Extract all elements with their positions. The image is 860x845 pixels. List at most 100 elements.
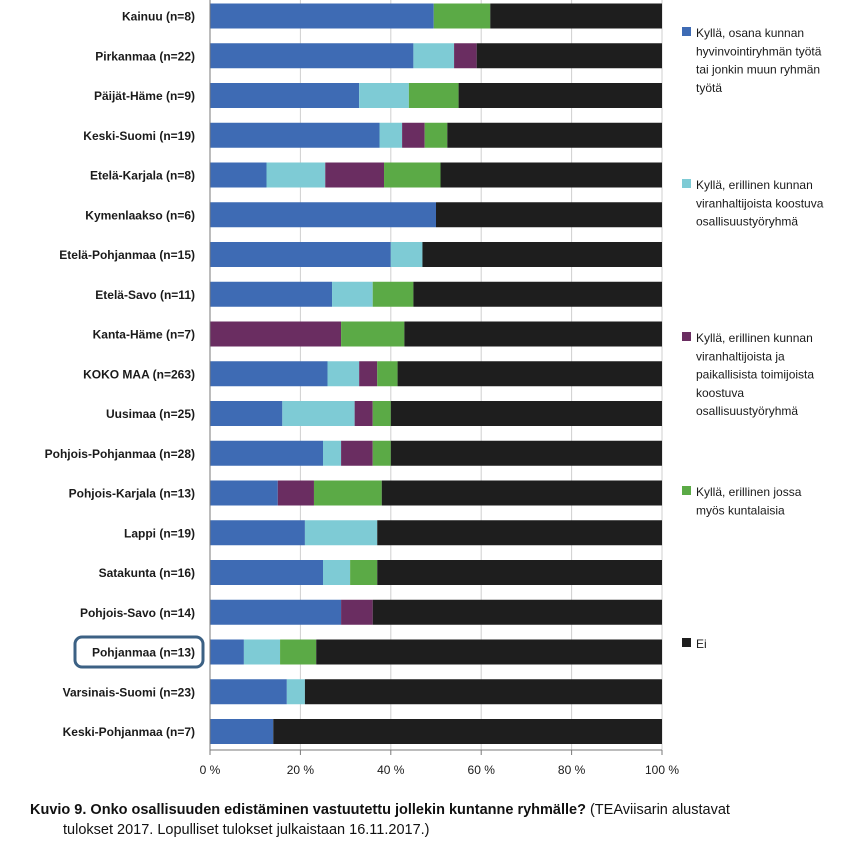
bar-segment <box>332 281 373 307</box>
bar-segment <box>210 401 283 426</box>
category-label: Etelä-Pohjanmaa (n=15) <box>59 248 195 262</box>
legend-label: paikallisista toimijoista <box>696 368 814 382</box>
bar-segment <box>210 361 328 387</box>
category-label: Kymenlaakso (n=6) <box>85 208 195 222</box>
bar-segment <box>304 679 662 705</box>
legend-label: Kyllä, erillinen kunnan <box>696 178 813 192</box>
bar-segment <box>413 43 455 69</box>
bar-segment <box>377 560 662 585</box>
category-label: Varsinais-Suomi (n=23) <box>63 685 195 699</box>
bar-segment <box>280 639 317 665</box>
legend-label: viranhaltijoista ja <box>696 349 785 363</box>
bar-segment <box>286 679 305 705</box>
x-tick-label: 0 % <box>200 763 221 777</box>
bar-segment <box>266 162 326 188</box>
category-label: Uusimaa (n=25) <box>106 407 195 421</box>
bar-segment <box>210 480 278 506</box>
legend-swatch <box>682 332 691 341</box>
category-label: Pohjois-Karjala (n=13) <box>69 487 195 501</box>
legend-label: tai jonkin muun ryhmän <box>696 63 820 77</box>
bar-segment <box>377 361 398 387</box>
stacked-bar-chart: Kainuu (n=8) Pirkanmaa (n=22) Päijät-Häme … <box>45 0 824 777</box>
category-label: Päijät-Häme (n=9) <box>94 89 195 103</box>
caption-source: (TEAviisarin alustavat <box>585 802 730 818</box>
bar-segment <box>372 440 391 466</box>
bar-segment <box>372 401 391 426</box>
bar-segment <box>323 560 351 585</box>
category-label: Kanta-Häme (n=7) <box>93 328 195 342</box>
x-tick-label: 80 % <box>558 763 586 777</box>
category-label: Keski-Suomi (n=19) <box>83 129 195 143</box>
bar-segment <box>341 321 405 347</box>
bar-segment <box>210 43 414 69</box>
category-label: Lappi (n=19) <box>124 526 195 540</box>
bar-segment <box>210 202 436 228</box>
category-label: Pohjois-Savo (n=14) <box>80 606 195 620</box>
legend-label: myös kuntalaisia <box>696 503 785 517</box>
bar-segment <box>424 122 448 148</box>
x-tick-label: 40 % <box>377 763 405 777</box>
bar-segment <box>316 639 662 665</box>
bar-segment <box>341 599 373 625</box>
bar-segment <box>454 43 477 69</box>
bar-segment <box>440 162 662 188</box>
legend-label: hyvinvointiryhmän työtä <box>696 44 822 58</box>
bar-segment <box>282 401 355 426</box>
bar-segment <box>372 599 662 625</box>
bar-segment <box>341 440 373 466</box>
bar-segment <box>210 3 434 29</box>
bar-segment <box>210 281 333 307</box>
legend-label: työtä <box>696 81 722 95</box>
bar-segment <box>210 162 267 188</box>
legend-label: Kyllä, erillinen jossa <box>696 485 802 499</box>
bar-segment <box>377 520 662 546</box>
bar-segment <box>210 599 342 625</box>
bar-segment <box>408 83 459 108</box>
bar-segment <box>243 639 281 665</box>
bar-segment <box>323 440 342 466</box>
bar-segment <box>210 520 305 546</box>
bar-segment <box>210 679 287 705</box>
bar-segment <box>210 440 323 466</box>
bar-segment <box>277 480 314 506</box>
legend-label: osallisuustyöryhmä <box>696 404 798 418</box>
bar-segment <box>447 122 662 148</box>
category-label: Etelä-Savo (n=11) <box>95 288 195 302</box>
bar-segment <box>273 719 662 744</box>
legend-swatch <box>682 486 691 495</box>
bar-segment <box>458 83 662 108</box>
bar-segment <box>422 242 662 267</box>
bar-segment <box>390 401 662 426</box>
bar-segment <box>350 560 378 585</box>
bar-segment <box>372 281 414 307</box>
bar-segment <box>476 43 662 69</box>
category-label: Pirkanmaa (n=22) <box>95 49 195 63</box>
legend-label: osallisuustyöryhmä <box>696 215 798 229</box>
bar-segment <box>384 162 441 188</box>
bar-segment <box>402 122 425 148</box>
legend-label: Kyllä, osana kunnan <box>696 26 804 40</box>
bar-segment <box>404 321 662 347</box>
bar-segment <box>210 83 360 108</box>
bar-segment <box>379 122 403 148</box>
legend-label: Kyllä, erillinen kunnan <box>696 331 813 345</box>
legend-swatch <box>682 179 691 188</box>
bar-segment <box>210 321 342 347</box>
bar-segment <box>210 122 380 148</box>
bar-segment <box>390 440 662 466</box>
bar-segment <box>354 401 373 426</box>
highlight-box <box>73 635 205 669</box>
bar-segment <box>210 242 391 267</box>
bar-segment <box>436 202 662 228</box>
category-label: Pohjanmaa (n=13) <box>92 646 195 660</box>
bar-segment <box>359 361 378 387</box>
category-label: KOKO MAA (n=263) <box>83 367 195 381</box>
bar-segment <box>433 3 491 29</box>
bar-segment <box>397 361 662 387</box>
legend-swatch <box>682 638 691 647</box>
figure-caption: Kuvio 9. Onko osallisuuden edistäminen v… <box>30 800 855 840</box>
category-label: Satakunta (n=16) <box>99 566 195 580</box>
bar-segment <box>210 560 323 585</box>
bar-segment <box>325 162 385 188</box>
x-tick-label: 60 % <box>468 763 496 777</box>
